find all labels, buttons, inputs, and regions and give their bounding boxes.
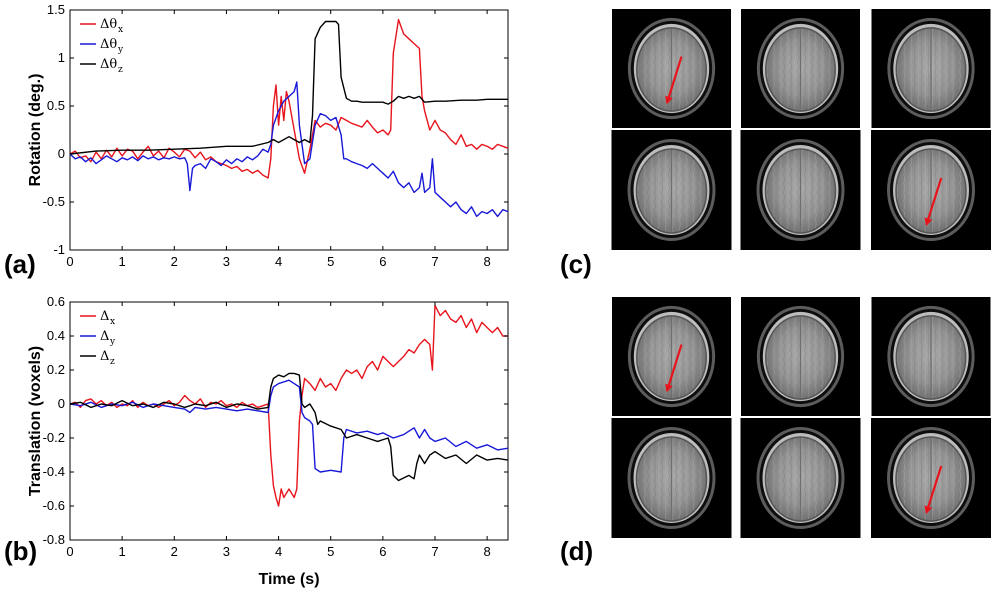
legend-label: Δ [100,349,109,364]
x-axis-label: Time (s) [258,571,319,588]
y-tick-label: -1 [53,242,65,257]
y-tick-label: 0.6 [47,294,65,309]
mri-grid-c [610,9,992,250]
x-tick-label: 8 [484,544,491,559]
legend-subscript: z [110,357,115,367]
y-tick-label: 1 [58,50,65,65]
y-tick-label: -0.8 [43,532,65,547]
y-axis-label: Rotation (deg.) [27,74,44,187]
legend-label: Δθ [100,17,117,32]
legend-label: Δθ [100,57,117,72]
y-axis-label: Translation (voxels) [27,346,44,496]
red-arrow-icon [665,56,683,105]
series-line-x [69,18,509,179]
rotation-plot: 0 1 2 3 4 5 6 7 8-1-0.500.511.5 Rotation (deg.) … [27,2,509,269]
x-tick-label: 3 [223,254,230,269]
mri-slice-image [740,297,861,416]
x-tick-label: 4 [275,544,282,559]
mri-slice-image [739,130,862,250]
y-tick-label: 1.5 [47,2,65,17]
mri-slice-image [611,297,732,416]
x-tick-label: 6 [379,254,386,269]
legend-subscript: x [118,25,123,35]
red-arrow-icon [924,465,943,515]
mri-slice [739,418,862,538]
legend-subscript: z [118,65,123,75]
x-tick-label: 8 [484,254,491,269]
series-line-y [69,379,509,473]
legend-subscript: x [110,317,115,327]
legend-label: Δ [100,329,109,344]
y-tick-label: 0 [58,146,65,161]
plot-frame [69,301,509,541]
mri-slice [610,130,733,250]
mri-slice-image [610,130,733,250]
mri-slice-image [611,9,732,128]
legend-subscript: y [109,337,116,347]
x-tick-label: 6 [379,544,386,559]
panel-label-b: (b) [4,536,37,566]
mri-grid-d [610,297,992,538]
panel-label-a: (a) [4,249,36,279]
x-tick-label: 0 [66,254,73,269]
mri-slice [870,130,992,250]
y-tick-label: -0.2 [43,430,65,445]
x-tick-label: 3 [223,544,230,559]
y-tick-label: -0.4 [43,464,65,479]
mri-slice [611,9,732,128]
x-tick-label: 4 [275,254,282,269]
x-tick-label: 7 [431,544,438,559]
mri-slice-image [739,418,862,538]
mri-slice [610,418,733,538]
legend: Δθ xΔθ yΔθ z [80,17,124,75]
panel-label-d: (d) [560,536,593,566]
mri-slice-image [870,130,992,250]
x-tick-label: 1 [119,254,126,269]
mri-slice-image [870,418,992,538]
series-line-z [69,372,509,482]
mri-slice [739,130,862,250]
mri-slice [870,297,992,416]
panel-label-c: (c) [560,249,592,279]
x-tick-label: 5 [327,544,334,559]
y-tick-label: 0.2 [47,362,65,377]
y-tick-label: 0.4 [47,328,65,343]
mri-slice [870,418,992,538]
red-arrow-icon [924,177,943,227]
mri-slice [870,9,992,128]
series-line-z [69,20,508,155]
x-tick-label: 5 [327,254,334,269]
red-arrow-icon [665,344,683,393]
x-tick-label: 1 [119,544,126,559]
y-tick-label: -0.5 [43,194,65,209]
x-tick-label: 0 [66,544,73,559]
plot-frame [69,9,509,251]
mri-slice-image [610,418,733,538]
legend-subscript: y [117,45,124,55]
mri-slice [611,297,732,416]
mri-slice [740,9,861,128]
mri-slice-image [870,297,992,416]
x-tick-label: 2 [171,254,178,269]
series-line-y [69,81,509,218]
translation-plot: 0 1 2 3 4 5 6 7 8 -0.8 -0.6 -0.4 -0.2 0 0.2 0.4 0.6 Tran… [27,294,509,588]
y-tick-label: -0.6 [43,498,65,513]
x-tick-label: 2 [171,544,178,559]
y-tick-label: 0 [58,396,65,411]
mri-slice-image [870,9,992,128]
mri-slice-image [740,9,861,128]
legend-label: Δ [100,309,109,324]
legend-label: Δθ [100,37,117,52]
y-tick-label: 0.5 [47,98,65,113]
mri-slice [740,297,861,416]
x-tick-label: 7 [431,254,438,269]
